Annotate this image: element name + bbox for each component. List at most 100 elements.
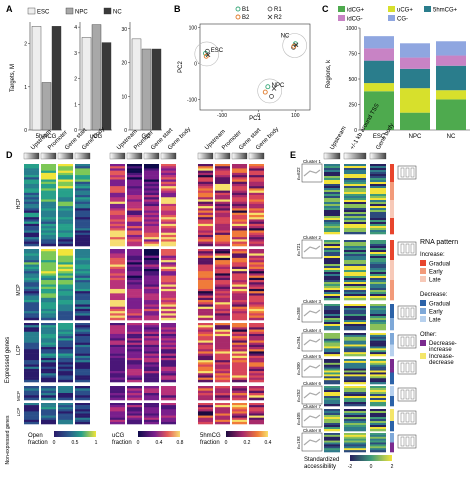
bar-esc-uCG+ — [364, 83, 394, 92]
cluster-heat-cell — [324, 256, 340, 259]
heatmap-cell — [232, 199, 247, 202]
heatmap-cell — [249, 280, 264, 283]
heatmap-cell — [110, 315, 125, 319]
heatmap-cell — [75, 188, 90, 191]
rna-legend-swatch — [420, 260, 426, 266]
heatmap-cell — [41, 175, 56, 178]
heatmap-cell — [24, 188, 39, 191]
cluster-heat-cell — [324, 270, 340, 273]
cluster-heat-cell — [370, 276, 386, 279]
heatmap-cell — [198, 181, 213, 185]
heatmap-cell — [41, 251, 56, 254]
cluster-count: n=193 — [296, 436, 301, 449]
cluster-heat-cell — [324, 184, 340, 187]
heatmap-cell — [127, 197, 142, 200]
heatmap-cell — [144, 351, 159, 354]
heatmap-cell — [249, 237, 264, 240]
heatmap-cell — [127, 214, 142, 218]
cluster-heat-cell — [344, 419, 366, 422]
cluster-rna-bar — [390, 446, 394, 449]
heatmap-cell — [161, 297, 176, 301]
heatmap-cell — [215, 349, 230, 352]
heatmap-cell — [58, 308, 73, 312]
cluster-rna-mini-bar — [400, 307, 405, 318]
panel-d-legend-title: fraction — [200, 440, 220, 446]
heatmap-cell — [58, 179, 73, 183]
cluster-heat-cell — [324, 196, 340, 199]
heatmap-cell — [198, 217, 213, 220]
cluster-heat-cell — [344, 446, 366, 449]
heatmap-cell — [58, 349, 73, 352]
cluster-profile-box — [301, 408, 323, 428]
heatmap-cell — [144, 297, 159, 301]
heatmap-cell — [127, 393, 142, 396]
heatmap-cell — [127, 300, 142, 303]
cluster-heat-cell — [324, 425, 340, 428]
heatmap-cell — [127, 237, 142, 240]
heatmap-cell — [24, 360, 39, 363]
heatmap-cell — [161, 293, 176, 296]
heatmap-cell — [58, 325, 73, 328]
heatmap-cell — [215, 212, 230, 216]
cluster-heat-cell — [324, 362, 340, 366]
heatmap-cell — [144, 379, 159, 383]
heatmap-cell — [24, 175, 39, 178]
heatmap-cell — [232, 395, 247, 398]
heatmap-cell — [198, 353, 213, 357]
heatmap-cell — [24, 253, 39, 256]
heatmap-cell — [249, 277, 264, 281]
heatmap-cell — [110, 353, 125, 357]
cluster-rna-mini-bar — [405, 167, 410, 178]
heatmap-cell — [41, 170, 56, 174]
cluster-heat-cell — [370, 448, 386, 451]
heatmap-cell — [144, 336, 159, 339]
heatmap-cell — [41, 273, 56, 276]
heatmap-cell — [232, 323, 247, 326]
cluster-heat-cell — [344, 350, 366, 353]
heatmap-cell — [215, 313, 230, 316]
panel-d-colorbar-tick: 0.4 — [265, 440, 272, 446]
heatmap-cell — [215, 232, 230, 236]
heatmap-cell — [41, 413, 56, 416]
heatmap-cell — [24, 237, 39, 240]
heatmap-cell — [110, 277, 125, 281]
heatmap-cell — [198, 366, 213, 370]
panel-d-header-gradient — [197, 152, 214, 160]
heatmap-cell — [144, 166, 159, 169]
heatmap-cell — [41, 390, 56, 394]
heatmap-cell — [249, 268, 264, 272]
cluster-heat-cell — [370, 164, 386, 167]
heatmap-cell — [198, 249, 213, 252]
heatmap-cell — [249, 315, 264, 319]
cluster-heat-cell — [344, 264, 366, 267]
heatmap-cell — [24, 234, 39, 238]
heatmap-cell — [198, 347, 213, 350]
heatmap-cell — [144, 409, 159, 412]
heatmap-cell — [58, 199, 73, 202]
heatmap-cell — [41, 234, 56, 238]
cluster-count: n=405 — [296, 412, 301, 425]
heatmap-cell — [110, 237, 125, 240]
heatmap-cell — [110, 203, 125, 207]
heatmap-cell — [198, 203, 213, 207]
heatmap-cell — [161, 351, 176, 354]
cluster-rna-bar — [390, 296, 394, 299]
heatmap-cell — [161, 397, 176, 401]
heatmap-cell — [75, 208, 90, 211]
heatmap-cell — [75, 304, 90, 307]
heatmap-cell — [75, 284, 90, 288]
cluster-heat-cell — [370, 372, 386, 375]
heatmap-cell — [110, 197, 125, 200]
heatmap-cell — [24, 304, 39, 307]
cluster-heat-cell — [324, 250, 340, 253]
heatmap-cell — [127, 353, 142, 357]
legend-label-c-1: uCG+ — [397, 8, 413, 14]
legend-label-c-4: CG- — [397, 17, 408, 23]
heatmap-cell — [249, 275, 264, 279]
panel-e-header-gradient — [369, 152, 387, 160]
heatmap-cell — [232, 175, 247, 178]
heatmap-cell — [127, 286, 142, 290]
heatmap-cell — [198, 333, 213, 337]
cluster-heat-cell — [370, 294, 386, 297]
cluster-rna-bar — [390, 274, 394, 277]
